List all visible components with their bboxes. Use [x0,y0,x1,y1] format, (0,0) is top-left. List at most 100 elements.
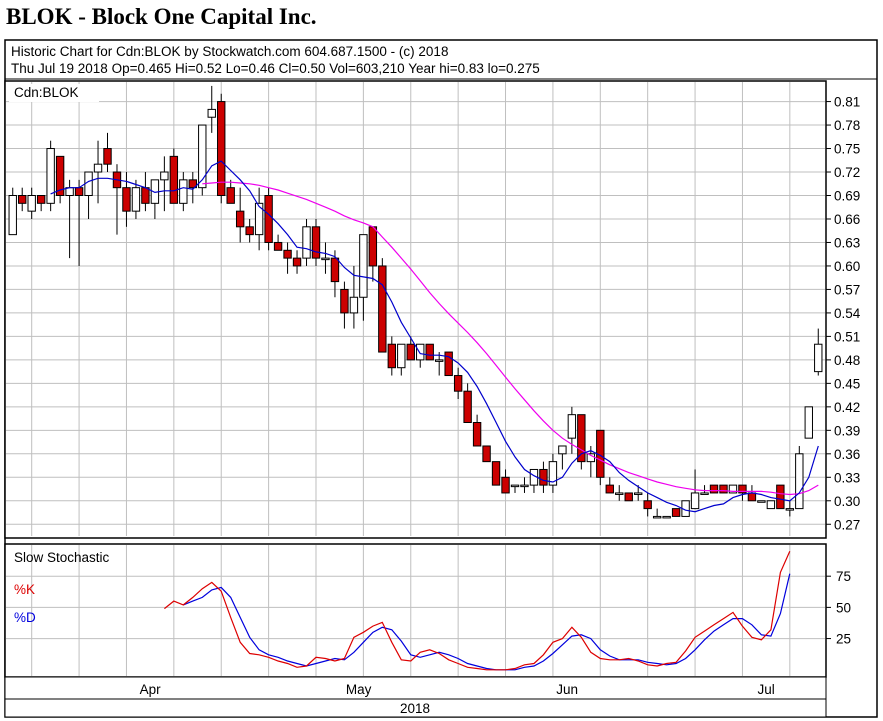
candle [235,187,245,243]
price-tick-label: 0.39 [834,423,860,438]
stochastic-lines [164,550,791,671]
candle-body-down [273,241,283,251]
price-tick-label: 0.51 [834,329,860,344]
price-tick-label: 0.75 [834,142,860,157]
x-axis: Apr May Jun Jul 2018 [4,676,827,718]
candle-body-up [179,179,188,204]
candle-body-up [254,202,264,236]
candle-body-down [311,226,321,259]
candle [55,155,65,204]
candle [359,234,368,321]
price-tick-label: 0.30 [834,494,860,509]
candle [510,484,520,493]
candle [254,187,264,251]
price-tick-label: 0.57 [834,282,860,297]
price-tick-label: 0.54 [834,306,861,321]
candle-body-down [141,187,150,204]
candle-body-down [425,343,434,361]
candle [434,352,444,376]
stochastic-d-line [183,573,791,671]
candle-body-down [482,445,491,463]
candle [330,250,340,298]
stochastic-grid [6,545,825,676]
price-tick-label: 0.78 [834,118,860,133]
candle-body-down [747,492,757,502]
candle-body-down [491,461,501,486]
price-tick-label: 0.42 [834,400,860,415]
candle [160,156,169,212]
candle-body-down [245,226,254,236]
price-tick-label: 0.33 [834,470,860,485]
candle [292,250,302,274]
candle-body-down [605,484,614,494]
candle [814,328,823,376]
candle [169,148,179,204]
candle-body-up [662,515,671,519]
candle-body-down [226,187,235,204]
candle-body-down [36,195,46,204]
year-label: 2018 [400,701,430,716]
candle-body-up [520,484,529,488]
candle-body-up [728,484,738,494]
candle [416,343,425,368]
candle-body-up [690,492,700,510]
candle [283,242,292,274]
candle-body-down [776,484,785,510]
candle-body-up [397,343,406,369]
candle-body-up [8,195,17,236]
candle-body-down [643,500,652,510]
candle-body-up [198,124,207,189]
candle [548,453,558,493]
month-strip [4,676,827,700]
candle [245,218,254,243]
year-strip [4,698,827,718]
price-tick-label: 0.48 [834,353,860,368]
price-tick-label: 0.69 [834,189,860,204]
month-label: Jul [758,682,775,697]
candle-body-down [283,249,292,259]
candle [264,187,273,251]
candle-body-down [624,492,633,502]
price-tick-label: 0.60 [834,259,860,274]
candle-body-down [577,414,586,463]
candles [8,85,823,519]
candle [501,469,510,494]
stochastic-k-line [164,550,791,671]
stochastic-tick-label: 50 [836,600,851,615]
candle-body-up [416,343,425,361]
header-line-2: Thu Jul 19 2018 Op=0.465 Hi=0.52 Lo=0.46… [11,61,540,76]
price-panel: 0.81 0.78 0.75 0.72 0.69 0.66 0.63 0.60 0.57 0.54… [4,80,861,539]
candle [198,124,207,196]
candle-body-down [671,508,681,517]
candle [634,485,643,501]
legend-k: %K [14,582,35,597]
candle-body-up [27,195,36,212]
stochastic-tick-label: 25 [836,632,851,647]
candle-body-up [93,163,103,173]
candle [785,500,795,517]
candle-body-up [766,500,776,510]
price-tick-label: 0.81 [834,95,860,110]
candle-body-down [235,210,245,228]
candle [397,343,406,376]
candle-body-up [795,453,804,510]
candle [207,85,216,133]
candle-body-up [548,461,558,486]
candle-body-down [501,476,510,494]
candle-body-down [55,155,65,197]
moving-average-long-line [202,181,819,496]
candle-body-up [652,515,662,519]
candle [776,484,785,510]
candle [757,500,766,503]
candle-body-down [709,484,719,494]
month-labels: Apr May Jun Jul [140,682,775,697]
candle-body-up [434,359,444,362]
candle-body-down [18,195,27,204]
candle [652,508,662,519]
candle [8,187,17,236]
candle-body-down [453,375,463,392]
candle [444,351,453,377]
candle-body-up [804,406,813,439]
candle [624,492,633,502]
page-title: BLOK - Block One Capital Inc. [6,4,317,29]
